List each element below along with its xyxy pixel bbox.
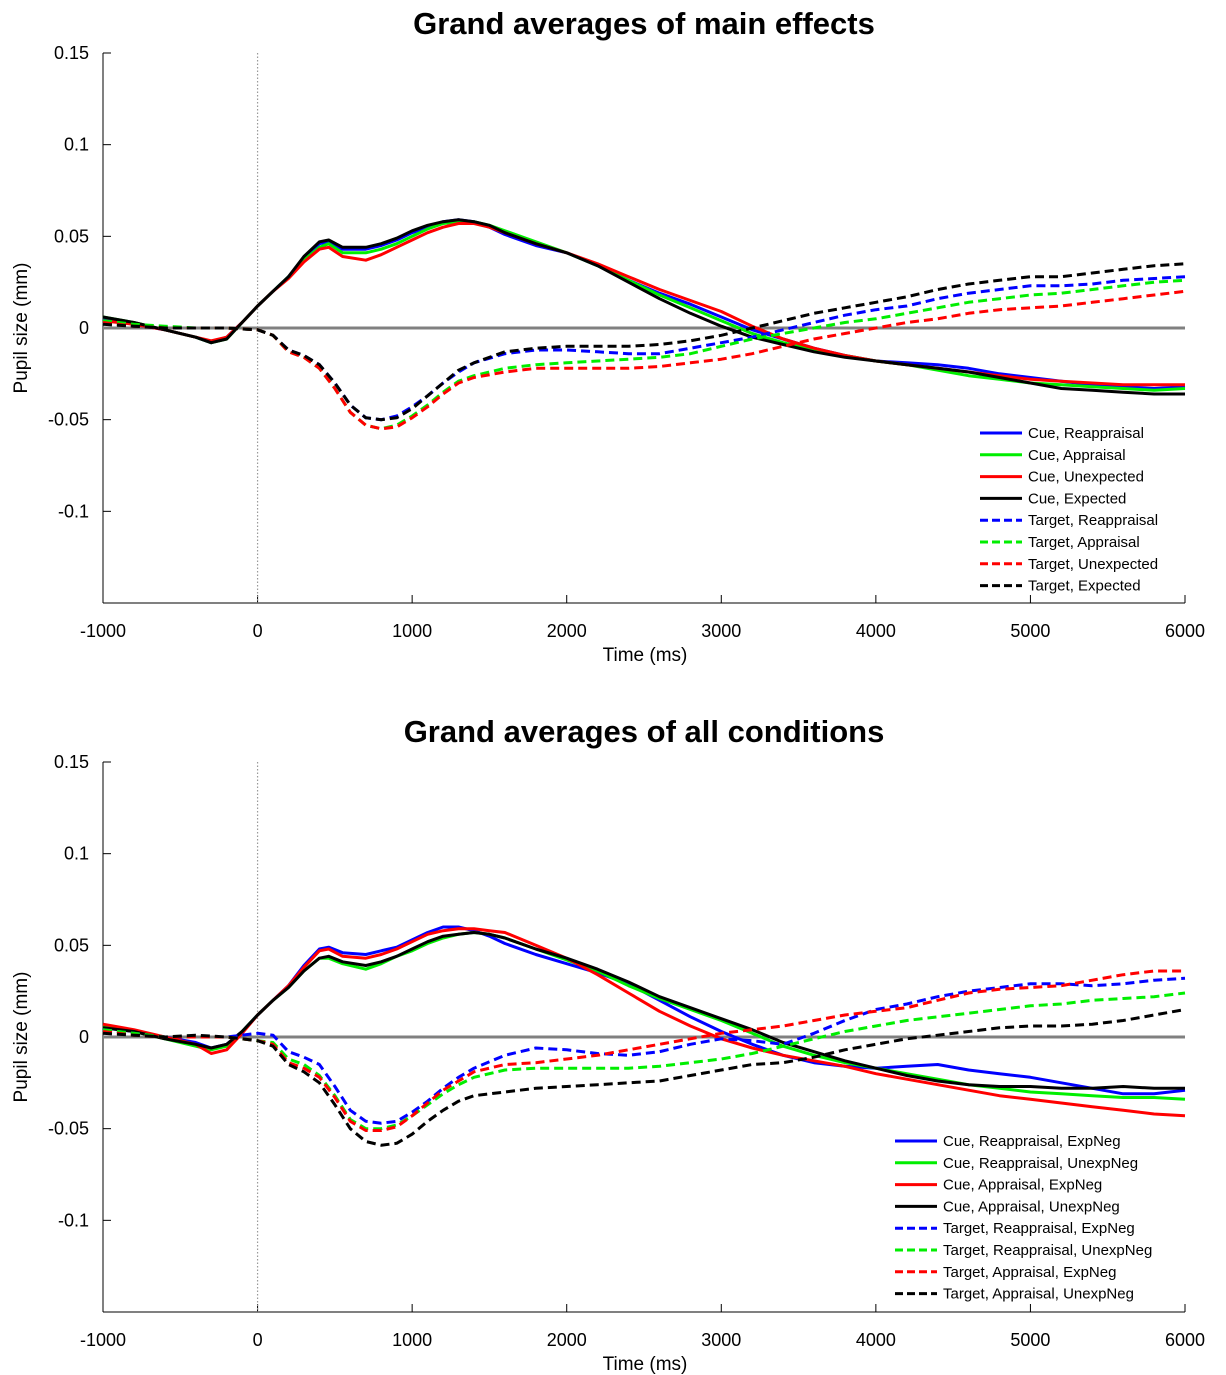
y-tick-label: 0.05 (54, 226, 89, 246)
series-line-5 (102, 275, 1186, 422)
series-line-4 (102, 931, 1185, 1090)
y-tick-label: 0.1 (64, 135, 89, 155)
legend-label: Target, Appraisal, ExpNeg (943, 1264, 1116, 1281)
y-tick-label: 0.15 (54, 43, 89, 63)
legend-label: Target, Appraisal (1028, 534, 1140, 551)
y-tick-label: -0.05 (48, 1119, 89, 1139)
chart-panel-1: Grand averages of main effects 0.15 0.1 0.0… (11, 6, 1205, 666)
series-line-1 (102, 218, 1186, 390)
legend: Cue, Reappraisal, ExpNeg Cue, Reappraisal… (895, 1133, 1152, 1303)
x-axis-label: Time (ms) (603, 1354, 688, 1375)
y-tick-label: 0.05 (54, 935, 89, 955)
x-tick-label: 4000 (856, 621, 896, 641)
x-tick-label: 0 (253, 621, 263, 641)
y-tick-label: 0 (79, 1027, 89, 1047)
series-line-1 (102, 925, 1186, 1096)
legend-label: Cue, Unexpected (1028, 469, 1144, 486)
series-line-8 (102, 1008, 1186, 1147)
x-tick-label: 3000 (701, 1330, 741, 1350)
legend-label: Target, Expected (1028, 578, 1141, 595)
x-tick-label: 1000 (392, 621, 432, 641)
series-line-4 (102, 218, 1185, 396)
legend-label: Cue, Appraisal, ExpNeg (943, 1177, 1102, 1194)
series-line-6 (102, 278, 1186, 431)
x-tick-label: 3000 (701, 621, 741, 641)
x-tick-label: -1000 (80, 1330, 126, 1350)
legend-label: Cue, Reappraisal (1028, 425, 1144, 442)
x-tick-label: 4000 (856, 1330, 896, 1350)
y-tick-label: 0.1 (64, 844, 89, 864)
legend: Cue, Reappraisal Cue, Appraisal Cue, Unexp… (980, 425, 1158, 595)
y-tick-label: 0.15 (54, 752, 89, 772)
x-tick-label: 2000 (547, 1330, 587, 1350)
x-tick-label: 6000 (1165, 1330, 1205, 1350)
legend-label: Target, Unexpected (1028, 556, 1158, 573)
legend-label: Target, Reappraisal, ExpNeg (943, 1220, 1135, 1237)
y-axis-label: Pupil size (mm) (11, 972, 32, 1103)
y-tick-label: -0.1 (58, 1210, 89, 1230)
series-line-8 (102, 262, 1186, 422)
x-tick-label: 5000 (1010, 621, 1050, 641)
series-line-6 (102, 991, 1186, 1131)
chart-title: Grand averages of main effects (413, 6, 875, 41)
x-tick-label: 5000 (1010, 1330, 1050, 1350)
chart-panel-2: Grand averages of all conditions 0.15 0.1 0… (11, 714, 1205, 1375)
y-tick-label: -0.1 (58, 501, 89, 521)
x-tick-label: -1000 (80, 621, 126, 641)
legend-label: Target, Reappraisal (1028, 512, 1158, 529)
x-tick-label: 6000 (1165, 621, 1205, 641)
y-axis-label: Pupil size (mm) (11, 263, 32, 394)
series-line-5 (102, 976, 1186, 1125)
x-tick-label: 1000 (392, 1330, 432, 1350)
legend-label: Target, Reappraisal, UnexpNeg (943, 1242, 1152, 1259)
legend-label: Cue, Reappraisal, ExpNeg (943, 1133, 1121, 1150)
legend-label: Cue, Appraisal (1028, 447, 1126, 464)
series-line-2 (102, 931, 1186, 1101)
legend-label: Target, Appraisal, UnexpNeg (943, 1286, 1134, 1303)
legend-label: Cue, Appraisal, UnexpNeg (943, 1198, 1120, 1215)
series-line-7 (102, 969, 1185, 1132)
legend-label: Cue, Reappraisal, UnexpNeg (943, 1155, 1138, 1172)
chart-title: Grand averages of all conditions (404, 714, 885, 749)
x-axis-label: Time (ms) (603, 645, 688, 666)
series-line-3 (102, 222, 1185, 387)
y-tick-label: 0 (79, 318, 89, 338)
y-tick-label: -0.05 (48, 410, 89, 430)
x-tick-label: 0 (253, 1330, 263, 1350)
x-tick-label: 2000 (547, 621, 587, 641)
legend-label: Cue, Expected (1028, 490, 1126, 507)
series-line-2 (102, 220, 1186, 392)
series-line-7 (102, 289, 1186, 431)
